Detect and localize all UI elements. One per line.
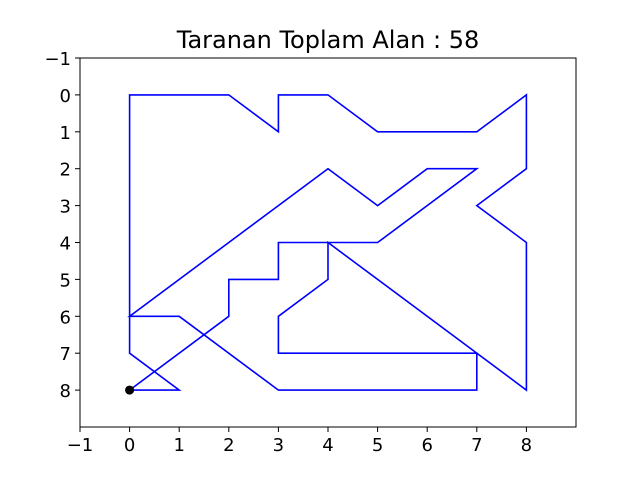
series-layer <box>127 93 528 392</box>
y-tick-label: 7 <box>60 344 71 365</box>
x-tick-label: 5 <box>372 435 383 456</box>
y-tick-label: 8 <box>60 381 71 402</box>
x-tick-label: 4 <box>322 435 333 456</box>
y-tick-label: 1 <box>60 123 71 144</box>
y-axis: −1 0 1 2 3 4 5 6 7 8 <box>44 49 80 402</box>
x-tick-label: 8 <box>521 435 532 456</box>
y-tick-label: 4 <box>60 234 71 255</box>
y-tick-label: 3 <box>60 197 71 218</box>
x-tick-label: −1 <box>67 435 94 456</box>
x-tick-label: 3 <box>273 435 284 456</box>
marker-layer <box>125 385 135 395</box>
y-tick-label: 6 <box>60 307 71 328</box>
x-tick-label: 1 <box>173 435 184 456</box>
chart-title: Taranan Toplam Alan : 58 <box>176 26 480 54</box>
x-axis: −1 0 1 2 3 4 5 6 7 8 <box>67 427 532 456</box>
y-tick-label: −1 <box>44 49 71 70</box>
y-tick-label: 5 <box>60 270 71 291</box>
x-tick-label: 0 <box>124 435 135 456</box>
x-tick-label: 6 <box>421 435 432 456</box>
y-tick-label: 0 <box>60 86 71 107</box>
x-tick-label: 2 <box>223 435 234 456</box>
x-tick-label: 7 <box>471 435 482 456</box>
path-series-line <box>127 93 528 392</box>
y-tick-label: 2 <box>60 160 71 181</box>
start-point-marker <box>125 385 135 395</box>
